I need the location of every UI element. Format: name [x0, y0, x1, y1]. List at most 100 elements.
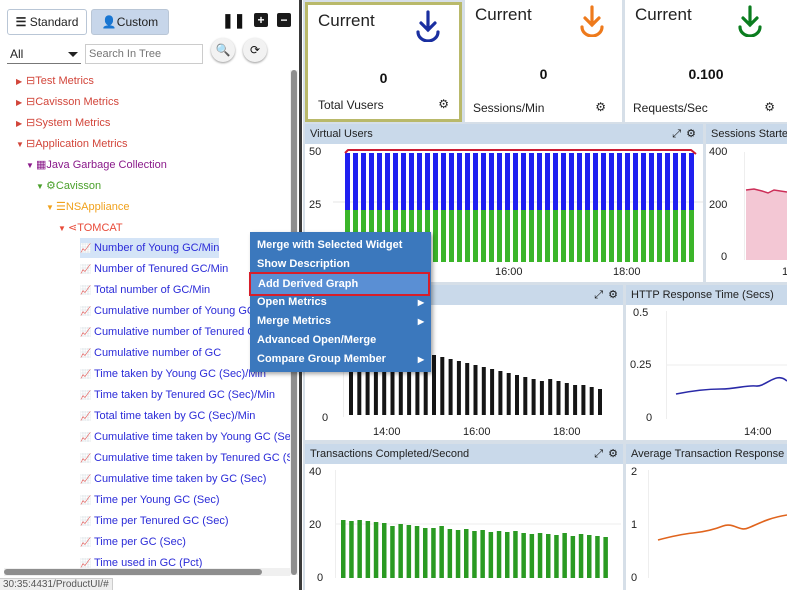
tree-node-cavisson[interactable]: ▼ ⚙Cavisson: [36, 176, 101, 196]
card-sessions[interactable]: Current 0 Sessions/Min ⚙: [465, 0, 622, 122]
tree-leaf-label: Number of Young GC/Min: [94, 242, 220, 254]
tab-standard[interactable]: ☰ Standard: [7, 9, 87, 35]
tree-leaf-metric[interactable]: 📈 Time per Young GC (Sec): [80, 490, 220, 510]
server-icon: ☰: [56, 201, 66, 213]
filter-select[interactable]: All: [7, 44, 81, 64]
bar: [390, 526, 395, 578]
tree-node-system-metrics[interactable]: ▶ ⊟System Metrics: [16, 113, 110, 133]
tree-leaf-metric[interactable]: 📈 Time taken by Tenured GC (Sec)/Min: [80, 385, 275, 405]
bar-segment: [449, 153, 454, 210]
bar: [473, 365, 478, 415]
expand-icon[interactable]: ⤢: [594, 289, 603, 301]
tree-leaf-metric[interactable]: 📈 Cumulative time taken by Young GC (Sec): [80, 427, 290, 447]
black-bars-chart: [343, 309, 602, 417]
avg-transaction-line: [657, 514, 787, 541]
tab-custom[interactable]: 👤Custom: [91, 9, 169, 35]
bar-segment: [393, 153, 398, 210]
x-tick: 14:00: [373, 426, 401, 438]
panel-avg-transaction[interactable]: Average Transaction Response 2 1 0: [626, 444, 787, 590]
bar: [447, 529, 453, 578]
bar-segment: [681, 153, 686, 210]
collapse-minus-icon[interactable]: −: [277, 13, 291, 27]
menu-item-advanced-open-merge[interactable]: Advanced Open/Merge: [250, 331, 431, 350]
tree-leaf-metric[interactable]: 📈 Cumulative time taken by GC (Sec): [80, 469, 266, 489]
line-chart-icon: 📈: [80, 516, 92, 526]
gear-icon[interactable]: ⚙: [686, 128, 696, 140]
bar: [556, 381, 561, 415]
panel-http-response[interactable]: HTTP Response Time (Secs) 0.5 0.25 0 14:…: [626, 285, 787, 440]
menu-item-add-derived-graph[interactable]: Add Derived Graph: [249, 272, 430, 296]
tree-leaf-label: Time taken by Young GC (Sec)/Min: [94, 368, 267, 380]
card-requests[interactable]: Current 0.100 Requests/Sec ⚙: [625, 0, 787, 122]
y-tick: 25: [309, 199, 322, 211]
tree-leaf-label: Cumulative number of Tenured GC: [94, 326, 264, 338]
tree-leaf-label: Total time taken by GC (Sec)/Min: [94, 410, 256, 422]
menu-item-label: Merge with Selected Widget: [257, 239, 403, 251]
y-tick: 0.5: [633, 307, 649, 319]
tree-node-label: Cavisson: [55, 180, 102, 192]
search-tree-input[interactable]: [85, 44, 203, 64]
bar: [480, 530, 485, 578]
pause-icon[interactable]: ❚❚: [222, 12, 246, 28]
expand-icon[interactable]: ⤢: [672, 128, 681, 140]
tree-leaf-metric[interactable]: 📈 Total time taken by GC (Sec)/Min: [80, 406, 255, 426]
tree-leaf-metric[interactable]: 📈 Cumulative number of Young GC: [80, 301, 255, 321]
tree-leaf-metric[interactable]: 📈 Number of Young GC/Min: [80, 238, 220, 258]
gear-icon[interactable]: ⚙: [608, 448, 618, 460]
menu-item-open-metrics[interactable]: Open Metrics ▶: [250, 293, 431, 312]
bar-segment: [417, 153, 422, 210]
tree-leaf-label: Number of Tenured GC/Min: [94, 263, 229, 275]
bar-segment: [457, 153, 462, 210]
card-total-vusers[interactable]: Current 0 Total Vusers ⚙: [305, 2, 462, 122]
transactions-chart: [335, 470, 621, 578]
y-tick: 0: [317, 572, 324, 584]
panel-transactions[interactable]: Transactions Completed/Second ⤢ ⚙ 40 20 …: [305, 444, 623, 590]
tab-standard-label: Standard: [29, 15, 79, 29]
bar-segment: [633, 210, 638, 262]
menu-item-compare-group-member[interactable]: Compare Group Member ▶: [250, 350, 431, 369]
tree-leaf-metric[interactable]: 📈 Cumulative time taken by Tenured GC (Se…: [80, 448, 290, 468]
expand-icon[interactable]: ⤢: [594, 448, 603, 460]
tree-leaf-metric[interactable]: 📈 Number of Tenured GC/Min: [80, 259, 228, 279]
sessions-area: [746, 189, 787, 260]
menu-item-show-description[interactable]: Show Description: [250, 255, 431, 274]
gear-icon[interactable]: ⚙: [595, 100, 606, 114]
bar: [439, 526, 444, 578]
tree-node-tomcat[interactable]: ▼ ⋖TOMCAT: [58, 218, 123, 238]
gear-icon[interactable]: ⚙: [438, 97, 449, 111]
menu-item-merge-metrics[interactable]: Merge Metrics ▶: [250, 312, 431, 331]
y-tick: 0: [322, 412, 329, 424]
expand-plus-icon[interactable]: +: [254, 13, 268, 27]
menu-item-merge-selected[interactable]: Merge with Selected Widget: [250, 236, 431, 255]
tree-leaf-metric[interactable]: 📈 Time used in GC (Pct): [80, 553, 202, 568]
tree-leaf-metric[interactable]: 📈 Time per Tenured GC (Sec): [80, 511, 229, 531]
line-chart-icon: 📈: [80, 453, 92, 463]
panel-sessions-started[interactable]: Sessions Starte 400 200 0 1: [706, 124, 787, 282]
tree-node-java-gc[interactable]: ▼ ▦Java Garbage Collection: [26, 155, 167, 175]
y-tick: 1: [631, 519, 638, 531]
tree-horizontal-scrollbar[interactable]: [4, 568, 290, 576]
search-button[interactable]: 🔍: [211, 38, 235, 62]
tree-leaf-metric[interactable]: 📈 Time taken by Young GC (Sec)/Min: [80, 364, 266, 384]
tree-node-cavisson-metrics[interactable]: ▶ ⊟Cavisson Metrics: [16, 92, 119, 112]
bar-segment: [561, 153, 566, 210]
gear-icon[interactable]: ⚙: [764, 100, 775, 114]
bar-segment: [473, 153, 478, 210]
tree-leaf-metric[interactable]: 📈 Time per GC (Sec): [80, 532, 186, 552]
card-value: 0: [539, 66, 548, 82]
bar-segment: [593, 210, 598, 262]
scroll-thumb[interactable]: [4, 569, 262, 575]
tree-leaf-metric[interactable]: 📈 Total number of GC/Min: [80, 280, 210, 300]
y-tick: 0: [646, 412, 653, 424]
tree-leaf-metric[interactable]: 📈 Cumulative number of GC: [80, 343, 221, 363]
bar-segment: [673, 153, 678, 210]
gear-icon[interactable]: ⚙: [608, 289, 618, 301]
tree-node-nsappliance[interactable]: ▼ ☰NSAppliance: [46, 197, 129, 217]
bar-segment: [689, 153, 694, 210]
bar: [603, 537, 608, 578]
tree-node-application-metrics[interactable]: ▼ ⊟Application Metrics: [16, 134, 128, 154]
refresh-button[interactable]: ⟳: [243, 38, 267, 62]
tree-leaf-metric[interactable]: 📈 Cumulative number of Tenured GC: [80, 322, 264, 342]
tree-node-test-metrics[interactable]: ▶ ⊟Test Metrics: [16, 71, 94, 91]
line-chart-icon: 📈: [80, 474, 92, 484]
